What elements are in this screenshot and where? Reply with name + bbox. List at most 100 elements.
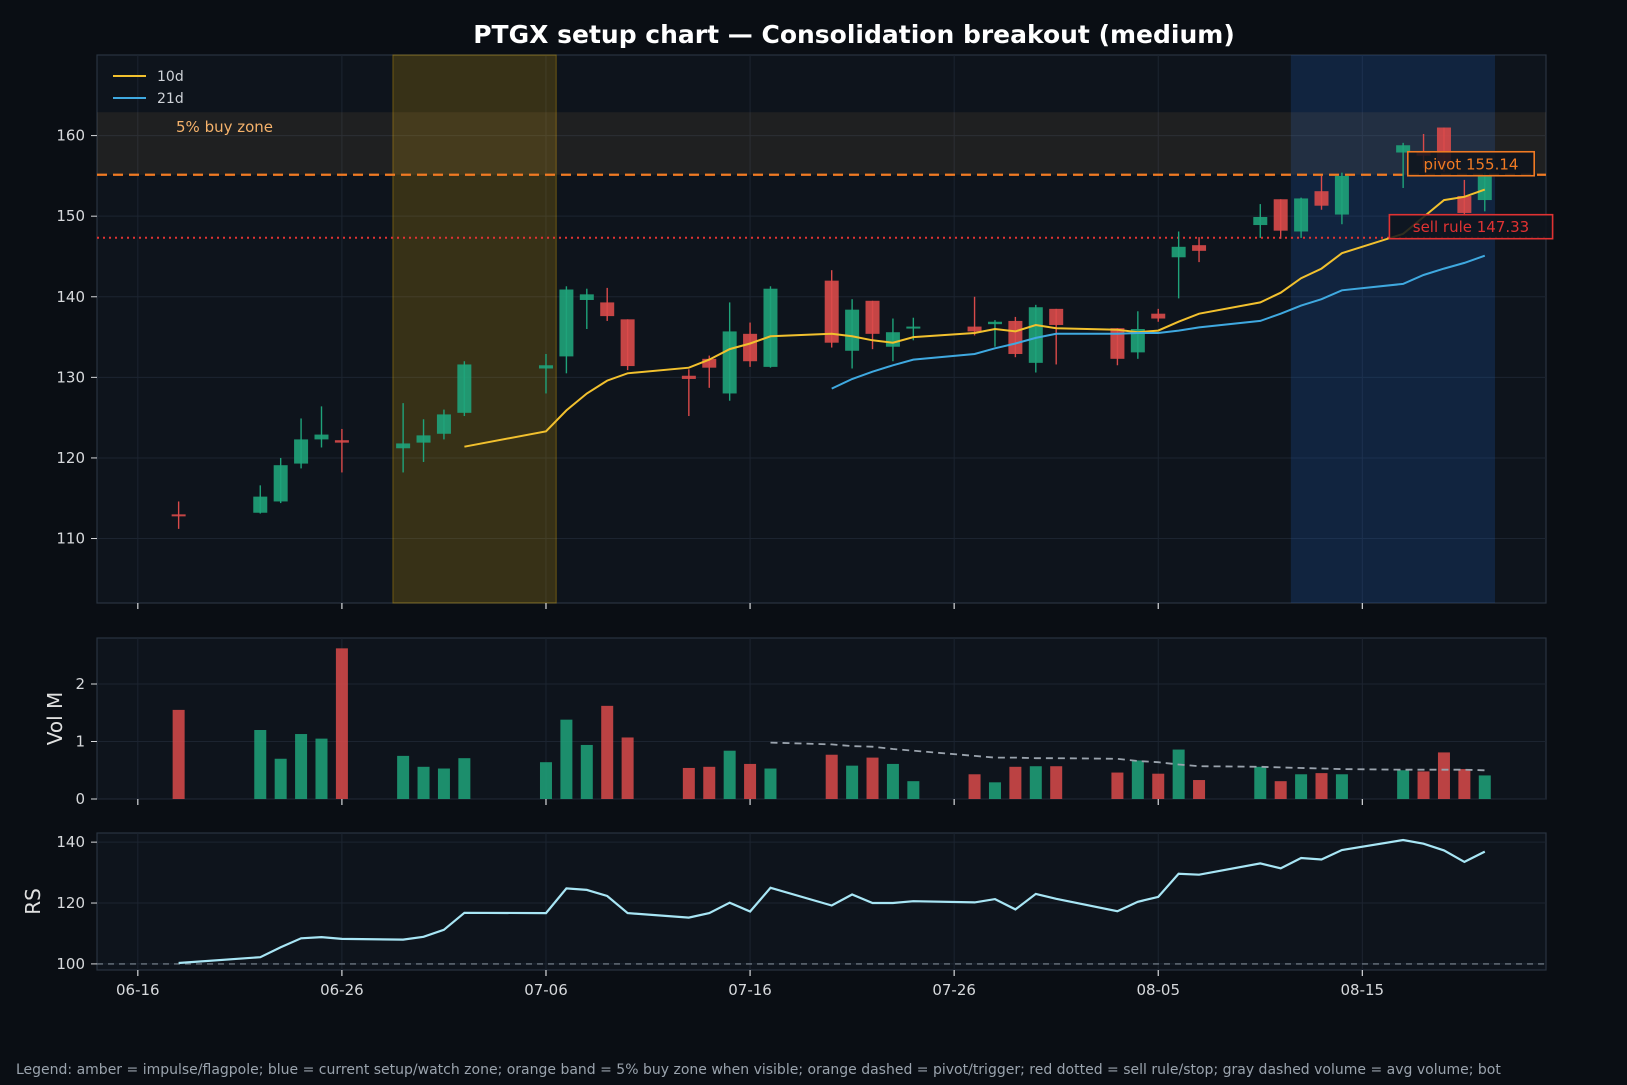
rs-ytick-label: 120 xyxy=(56,894,85,912)
candle-body xyxy=(273,465,288,502)
volume-bar xyxy=(1111,772,1124,799)
chart-title: PTGX setup chart — Consolidation breakou… xyxy=(473,20,1235,49)
candle-body xyxy=(987,321,1002,325)
volume-bar xyxy=(254,730,267,799)
volume-bar xyxy=(315,738,328,799)
x-tick-label: 06-26 xyxy=(320,981,364,999)
candle-body xyxy=(1457,196,1472,213)
price-ytick-label: 130 xyxy=(56,368,85,386)
candle-body xyxy=(416,435,431,443)
candle-body xyxy=(1130,329,1145,353)
candle xyxy=(1477,172,1492,212)
avg-volume-line xyxy=(770,741,1485,772)
candle-body xyxy=(865,300,880,334)
candle-body xyxy=(702,358,717,368)
candle-body xyxy=(845,309,860,351)
volume-bar xyxy=(1478,775,1491,799)
volume-bar xyxy=(723,750,736,799)
volume-bar xyxy=(1193,780,1206,799)
volume-bar xyxy=(539,762,552,799)
candle-body xyxy=(1110,328,1125,359)
volume-bar xyxy=(295,734,308,799)
legend-label: 21d xyxy=(157,91,184,107)
candle-body xyxy=(171,514,186,517)
candle-body xyxy=(681,375,696,379)
volume-bar xyxy=(1254,766,1267,799)
volume-bar xyxy=(1131,760,1144,799)
buy-zone-band xyxy=(97,112,1546,175)
candle-body xyxy=(334,440,349,443)
volume-bar xyxy=(1417,771,1430,799)
volume-bar xyxy=(1437,752,1450,799)
candle xyxy=(171,501,186,529)
price-ytick-label: 110 xyxy=(56,530,85,548)
volume-panel-background xyxy=(96,637,1547,800)
volume-ytick-label: 1 xyxy=(75,733,85,751)
candle-body xyxy=(457,364,472,413)
candle xyxy=(620,319,635,371)
rs-axis-label: RS xyxy=(21,888,45,915)
volume-ytick-label: 2 xyxy=(75,675,85,693)
candle-body xyxy=(1151,313,1166,319)
volume-bar xyxy=(1458,769,1471,799)
candle-body xyxy=(1253,216,1268,226)
volume-bar xyxy=(703,766,716,799)
volume-bar xyxy=(1295,774,1308,799)
candle-body xyxy=(1314,191,1329,206)
candle-body xyxy=(763,288,778,367)
candle xyxy=(967,296,982,336)
volume-bar xyxy=(397,755,410,799)
candle xyxy=(273,457,288,504)
volume-bar xyxy=(1009,766,1022,799)
buy-zone-label: 5% buy zone xyxy=(176,118,273,136)
x-tick-label: 07-06 xyxy=(524,981,568,999)
candle xyxy=(1192,237,1207,263)
volume-bar xyxy=(846,765,859,799)
volume-bar xyxy=(1152,773,1165,799)
candle-body xyxy=(885,332,900,347)
candle xyxy=(681,369,696,417)
volume-bar xyxy=(335,648,348,799)
candle-body xyxy=(1273,199,1288,231)
impulse-zone xyxy=(392,54,557,604)
candle xyxy=(334,428,349,473)
candle xyxy=(1253,204,1268,238)
volume-bar xyxy=(1274,781,1287,799)
candle xyxy=(722,302,737,401)
price-ytick-label: 150 xyxy=(56,207,85,225)
candle-body xyxy=(579,294,594,300)
candle-body xyxy=(538,365,553,369)
chart-layers: 5% buy zone pivot 155.14 sell rule 147.33 1… xyxy=(21,54,1554,999)
volume-bar xyxy=(988,782,1001,799)
candle xyxy=(1008,316,1023,358)
candle-body xyxy=(559,289,574,357)
candle-body xyxy=(294,439,309,464)
candle-body xyxy=(1171,246,1186,258)
candle xyxy=(314,406,329,448)
candle xyxy=(538,353,553,394)
candle xyxy=(1396,142,1411,188)
pivot-label-box xyxy=(1407,150,1536,177)
candle xyxy=(824,270,839,348)
x-tick-label: 08-05 xyxy=(1136,981,1180,999)
candle-body xyxy=(906,326,921,329)
x-tick-label: 08-15 xyxy=(1341,981,1385,999)
price-panel-background xyxy=(96,54,1547,604)
volume-bar xyxy=(1397,770,1410,799)
candle xyxy=(396,403,411,473)
volume-bar xyxy=(764,768,777,799)
candle-body xyxy=(824,280,839,343)
volume-bar xyxy=(458,758,471,799)
volume-bar xyxy=(968,774,981,799)
candle-body xyxy=(600,302,615,317)
x-tick-label: 07-16 xyxy=(728,981,772,999)
volume-bar xyxy=(1029,766,1042,799)
volume-bar xyxy=(417,766,430,799)
candle xyxy=(253,485,268,514)
volume-bar xyxy=(744,763,757,799)
volume-bar xyxy=(601,705,614,799)
candle-body xyxy=(1192,245,1207,251)
volume-bar xyxy=(1335,774,1348,799)
candle xyxy=(1314,175,1329,210)
sell-rule-label-box xyxy=(1388,213,1554,240)
